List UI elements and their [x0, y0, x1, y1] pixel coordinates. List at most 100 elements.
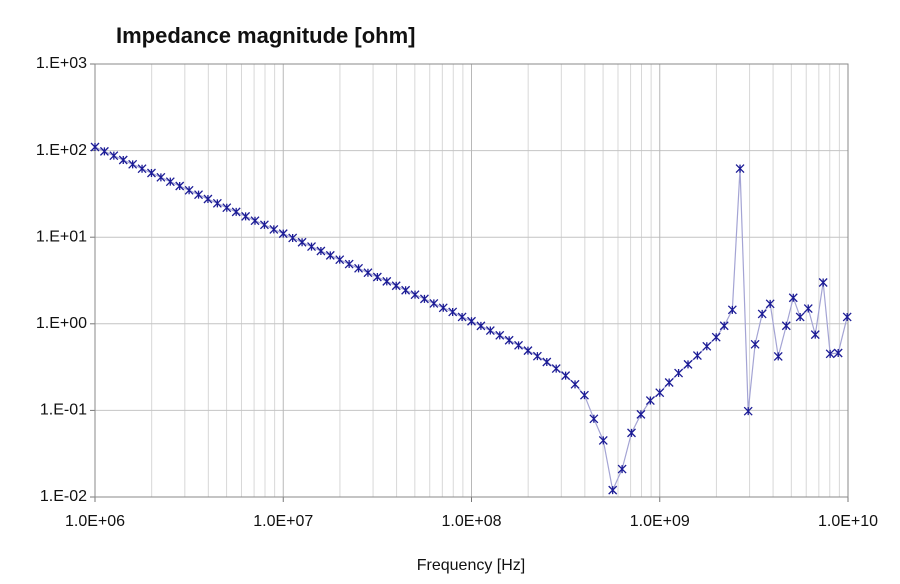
chart-title: Impedance magnitude [ohm] [116, 23, 415, 48]
data-point [495, 330, 505, 340]
y-tick-label: 1.E+01 [36, 228, 87, 245]
data-point [655, 388, 665, 398]
data-point [391, 281, 401, 291]
y-tick-label: 1.E-01 [40, 402, 87, 419]
y-tick-label: 1.E+00 [36, 315, 87, 332]
plot-frame [94, 63, 849, 498]
data-point [589, 414, 599, 424]
data-point [363, 268, 373, 278]
data-point [833, 348, 843, 358]
data-point [372, 272, 382, 282]
data-point [504, 335, 514, 345]
data-point [803, 304, 813, 314]
data-point [231, 207, 241, 217]
data-point [727, 305, 737, 315]
data-point [259, 220, 269, 230]
data-point [664, 378, 674, 387]
data-point [719, 321, 729, 331]
data-point [795, 312, 805, 322]
data-point [203, 194, 213, 204]
data-point [401, 285, 411, 295]
y-tick-label: 1.E+02 [36, 142, 87, 159]
x-tick-label: 1.0E+08 [441, 513, 501, 530]
data-point [212, 198, 222, 208]
data-point [788, 293, 798, 303]
data-point [419, 294, 429, 304]
data-point [825, 349, 835, 359]
data-point [542, 357, 552, 367]
data-point [382, 276, 392, 286]
x-tick-label: 1.0E+07 [253, 513, 313, 530]
data-point [683, 359, 693, 369]
data-point [773, 351, 783, 361]
data-point [128, 159, 138, 169]
data-point [429, 298, 439, 308]
data-point [344, 259, 354, 269]
data-point [147, 168, 156, 178]
y-tick-label: 1.E+03 [36, 55, 87, 72]
data-point [325, 250, 335, 260]
data-point [354, 263, 364, 273]
data-point [765, 299, 775, 309]
data-point [90, 142, 100, 152]
data-point [335, 255, 345, 265]
data-point [757, 309, 767, 319]
data-point [514, 340, 524, 350]
data-point [438, 303, 448, 313]
data-point [448, 307, 458, 317]
data-point [316, 246, 326, 256]
data-point [818, 278, 828, 287]
data-point [278, 229, 288, 239]
data-point [410, 290, 420, 300]
data-point [467, 316, 476, 326]
data-point [118, 155, 128, 165]
data-point [184, 185, 194, 195]
data-point [636, 409, 646, 419]
x-axis-label: Frequency [Hz] [417, 557, 525, 574]
data-point [674, 368, 684, 378]
data-point [99, 146, 109, 156]
data-point [645, 396, 655, 405]
data-point [297, 237, 307, 247]
data-point [532, 351, 542, 361]
data-point [156, 172, 166, 182]
axes: 1.E-02 1.E-01 1.E+00 1.E+01 1.E+02 1.E+03 1.0E… [36, 55, 878, 530]
data-point [627, 428, 636, 438]
data-point [570, 379, 580, 389]
data-point [561, 371, 571, 381]
data-point [711, 332, 721, 342]
x-tick-label: 1.0E+06 [65, 513, 125, 530]
data-point [269, 224, 279, 234]
data-point [743, 406, 753, 416]
x-tick-label: 1.0E+09 [630, 513, 690, 530]
data-point [692, 351, 702, 361]
x-tick-label: 1.0E+10 [818, 513, 878, 530]
data-point [750, 339, 760, 349]
data-point [288, 233, 298, 243]
data-point [781, 321, 791, 331]
marks [90, 142, 852, 495]
data-point [222, 203, 232, 213]
data-point [702, 341, 712, 351]
data-point [175, 181, 185, 191]
data-point [617, 464, 627, 474]
data-point [165, 177, 175, 187]
data-point [457, 312, 467, 322]
data-point [523, 346, 533, 356]
data-point [307, 242, 316, 252]
data-point [551, 364, 561, 374]
data-point [485, 326, 495, 335]
data-point [842, 312, 852, 322]
data-point [137, 164, 147, 174]
data-point [250, 216, 260, 226]
y-tick-label: 1.E-02 [40, 488, 87, 505]
data-point [476, 321, 486, 331]
data-point [810, 330, 820, 340]
data-point [608, 485, 618, 495]
data-point [194, 190, 203, 200]
data-point [579, 390, 589, 400]
data-point [598, 435, 608, 445]
data-point [109, 151, 119, 161]
